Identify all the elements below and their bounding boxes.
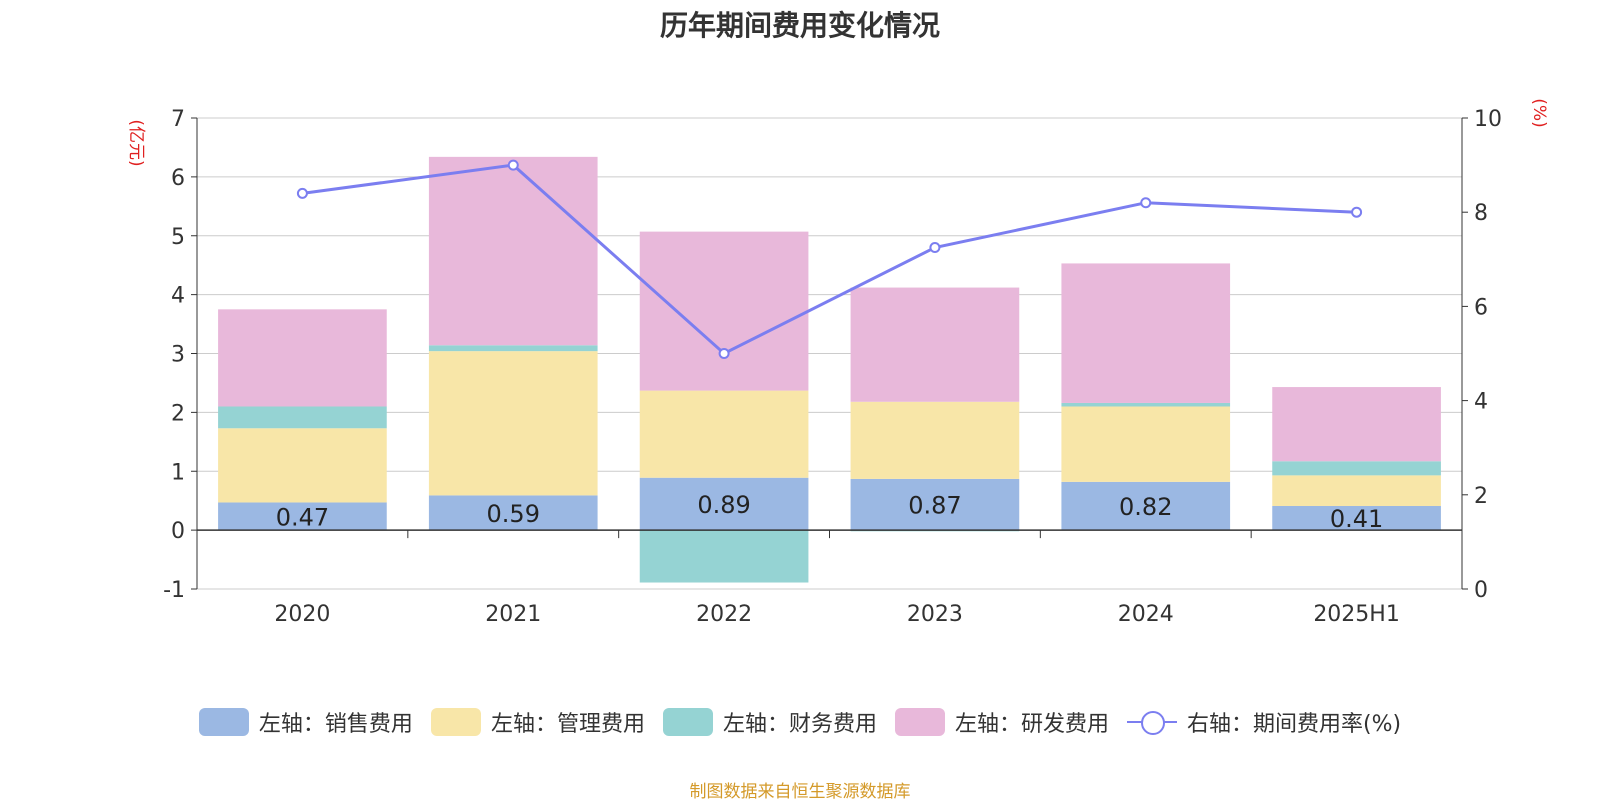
bar-rnd-2024 [1061, 263, 1231, 403]
legend-label-sales: 左轴：销售费用 [258, 712, 413, 737]
bar-finance-2025H1 [1272, 461, 1441, 476]
legend-item-sales[interactable]: 左轴：销售费用 [198, 706, 413, 738]
bar-sales-2025H1 [1272, 505, 1441, 531]
legend-swatch-admin [430, 708, 481, 736]
legend-swatch-sales [198, 708, 249, 736]
left-tick-label: 5 [171, 225, 185, 250]
legend-swatch-finance [662, 708, 713, 736]
right-tick-label: 4 [1474, 390, 1488, 415]
legend-item-rnd[interactable]: 左轴：研发费用 [894, 706, 1109, 738]
data-label-sales-2023: 0.87 [908, 492, 961, 520]
bar-admin-2023 [850, 401, 1020, 479]
bar-finance-2022 [639, 530, 809, 583]
left-axis-unit-label: (亿元) [126, 119, 146, 166]
rate-point-2022 [718, 348, 730, 359]
bar-rnd-2023 [850, 287, 1020, 402]
bar-admin-2022 [639, 390, 809, 478]
rate-line-layer [296, 159, 1363, 359]
bar-sales-2021 [428, 495, 598, 531]
rate-point-2020 [296, 187, 308, 199]
bar-rnd-2022 [639, 231, 809, 391]
rate-line [302, 163, 1357, 356]
left-tick-label: 6 [171, 166, 185, 191]
left-tick-label: 3 [171, 343, 185, 368]
legend-item-rate[interactable]: 右轴：期间费用率(%) [1126, 706, 1402, 738]
bar-rnd-2025H1 [1272, 387, 1441, 462]
bar-admin-2021 [428, 351, 598, 496]
right-tick-label: 8 [1474, 201, 1488, 226]
bar-admin-2020 [218, 428, 387, 503]
data-label-sales-2020: 0.47 [276, 503, 329, 531]
bar-sales-2022 [639, 477, 809, 531]
legend-line-marker-icon [1126, 708, 1177, 736]
left-tick-label: 7 [171, 107, 185, 132]
bar-sales-2023 [850, 478, 1020, 531]
left-tick-label: 4 [171, 284, 185, 309]
bar-finance-2021 [428, 345, 598, 352]
bar-layer [218, 156, 1441, 583]
right-tick-label: 0 [1474, 578, 1488, 603]
data-label-sales-2024: 0.82 [1119, 493, 1172, 521]
left-tick-label: 2 [171, 401, 185, 426]
legend-item-finance[interactable]: 左轴：财务费用 [662, 706, 877, 738]
legend-label-finance: 左轴：财务费用 [722, 712, 877, 737]
bar-finance-2020 [218, 406, 387, 429]
bar-rnd-2021 [428, 156, 598, 346]
legend-label-rnd: 左轴：研发费用 [954, 712, 1109, 737]
data-label-layer: 0.47 0.59 0.89 0.87 0.82 0.41 [276, 491, 1384, 533]
x-tick-label: 2023 [907, 602, 963, 627]
data-label-sales-2022: 0.89 [697, 491, 750, 519]
legend-label-rate: 右轴：期间费用率(%) [1186, 712, 1402, 737]
left-tick-label: -1 [163, 578, 185, 603]
rate-point-2023 [929, 242, 941, 254]
bar-finance-2024 [1061, 402, 1231, 407]
left-tick-label: 1 [171, 460, 185, 485]
right-axis-unit-label: (%) [1529, 98, 1549, 127]
legend-item-admin[interactable]: 左轴：管理费用 [430, 706, 645, 738]
x-tick-label: 2022 [696, 602, 752, 627]
legend-swatch-rnd [894, 708, 945, 736]
data-label-sales-2021: 0.59 [487, 500, 540, 528]
grid-lines [197, 117, 1462, 590]
bar-sales-2020 [218, 502, 387, 531]
data-label-sales-2025H1: 0.41 [1330, 505, 1383, 533]
left-tick-label: 0 [171, 519, 185, 544]
rate-point-2025H1 [1351, 206, 1363, 218]
legend: 左轴：销售费用 左轴：管理费用 左轴：财务费用 左轴：研发费用 右轴：期间费用率… [0, 706, 1600, 738]
source-note: 制图数据来自恒生聚源数据库 [689, 782, 911, 802]
right-tick-label: 6 [1474, 295, 1488, 320]
right-tick-label: 10 [1474, 107, 1502, 132]
x-tick-label: 2021 [485, 602, 541, 627]
x-tick-label: 2025H1 [1313, 602, 1400, 627]
bar-rnd-2020 [218, 309, 387, 407]
bar-admin-2024 [1061, 406, 1231, 482]
x-tick-label: 2024 [1118, 602, 1174, 627]
rate-point-2021 [507, 159, 519, 171]
bar-sales-2024 [1061, 481, 1231, 531]
legend-label-admin: 左轴：管理费用 [490, 712, 645, 737]
chart-title: 历年期间费用变化情况 [659, 9, 940, 42]
bar-admin-2025H1 [1272, 475, 1441, 506]
rate-point-2024 [1140, 197, 1152, 209]
x-tick-label: 2020 [274, 602, 330, 627]
right-tick-label: 2 [1474, 484, 1488, 509]
